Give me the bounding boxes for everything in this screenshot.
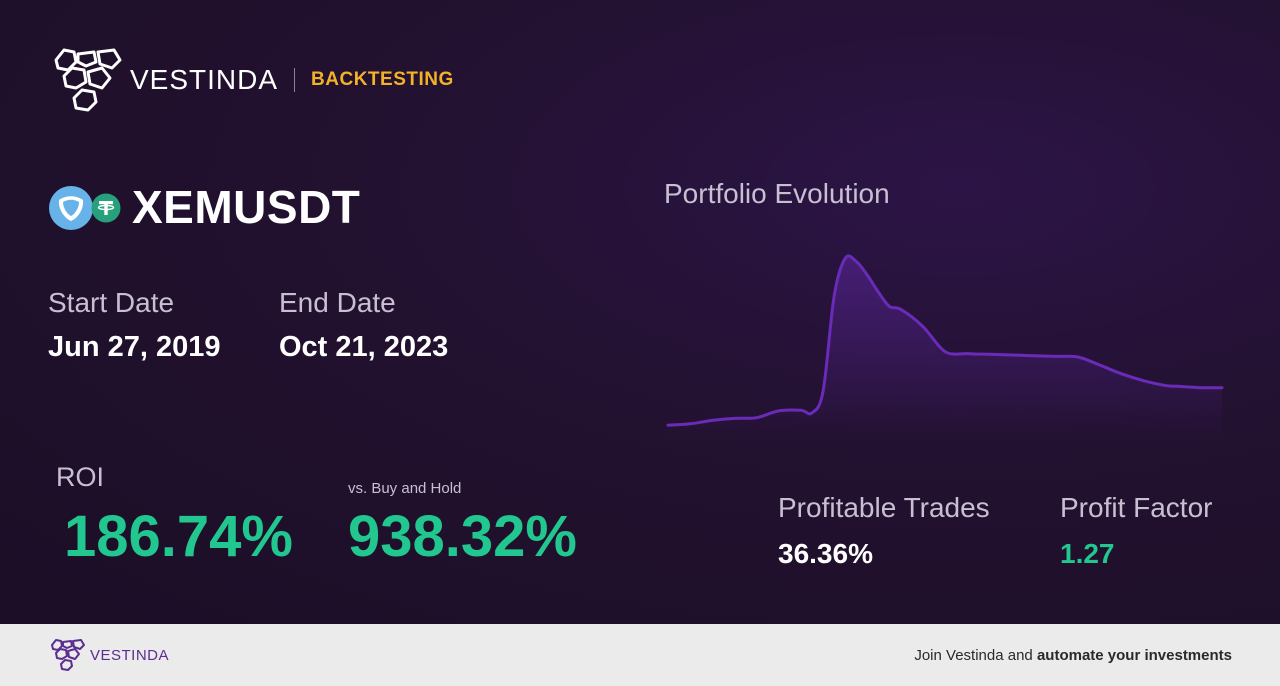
profit-factor-label: Profit Factor (1060, 492, 1213, 523)
pair-heading: XEMUSDT (48, 180, 360, 234)
footer-cta[interactable]: Join Vestinda and automate your investme… (914, 647, 1232, 664)
coin-icons (48, 183, 124, 231)
end-date-label: End Date (279, 287, 396, 318)
profitable-trades-block: Profitable Trades 36.36% (778, 492, 990, 570)
end-date-block: End Date Oct 21, 2023 (279, 287, 448, 364)
footer-cta-bold: automate your investments (1036, 646, 1232, 664)
profitable-trades-label: Profitable Trades (778, 492, 990, 523)
buy-hold-value: 938.32% (348, 504, 577, 569)
section-label: BACKTESTING (311, 69, 454, 90)
portfolio-area (668, 255, 1222, 440)
pair-name: XEMUSDT (132, 181, 361, 233)
profit-factor-value: 1.27 (1060, 538, 1115, 569)
vestinda-logo-icon (54, 48, 122, 112)
portfolio-chart (666, 254, 1224, 440)
start-date-value: Jun 27, 2019 (48, 331, 221, 363)
start-date-block: Start Date Jun 27, 2019 (48, 287, 221, 364)
tether-coin-icon (91, 193, 121, 223)
chart-title: Portfolio Evolution (664, 178, 890, 209)
xem-coin-icon (49, 186, 93, 230)
profit-factor-block: Profit Factor 1.27 (1060, 492, 1212, 570)
end-date-value: Oct 21, 2023 (279, 331, 449, 363)
brand-name: VESTINDA (130, 64, 279, 95)
portfolio-line (666, 254, 1224, 427)
header-divider (294, 68, 296, 92)
footer-brand[interactable]: VESTINDA (48, 638, 169, 672)
footer-cta-plain: Join Vestinda and (914, 646, 1037, 664)
footer: VESTINDA Join Vestinda and automate your… (0, 624, 1280, 686)
backtest-card: VESTINDA BACKTESTING XEMUSDT Start Date … (0, 0, 1280, 624)
buy-hold-label: vs. Buy and Hold (348, 480, 462, 497)
vestinda-logo-icon (51, 639, 85, 671)
start-date-label: Start Date (48, 287, 175, 318)
roi-value: 186.74% (64, 504, 293, 569)
profitable-trades-value: 36.36% (778, 538, 873, 569)
footer-brand-name: VESTINDA (90, 646, 170, 664)
header: VESTINDA BACKTESTING (48, 46, 454, 114)
roi-label: ROI (56, 462, 105, 492)
